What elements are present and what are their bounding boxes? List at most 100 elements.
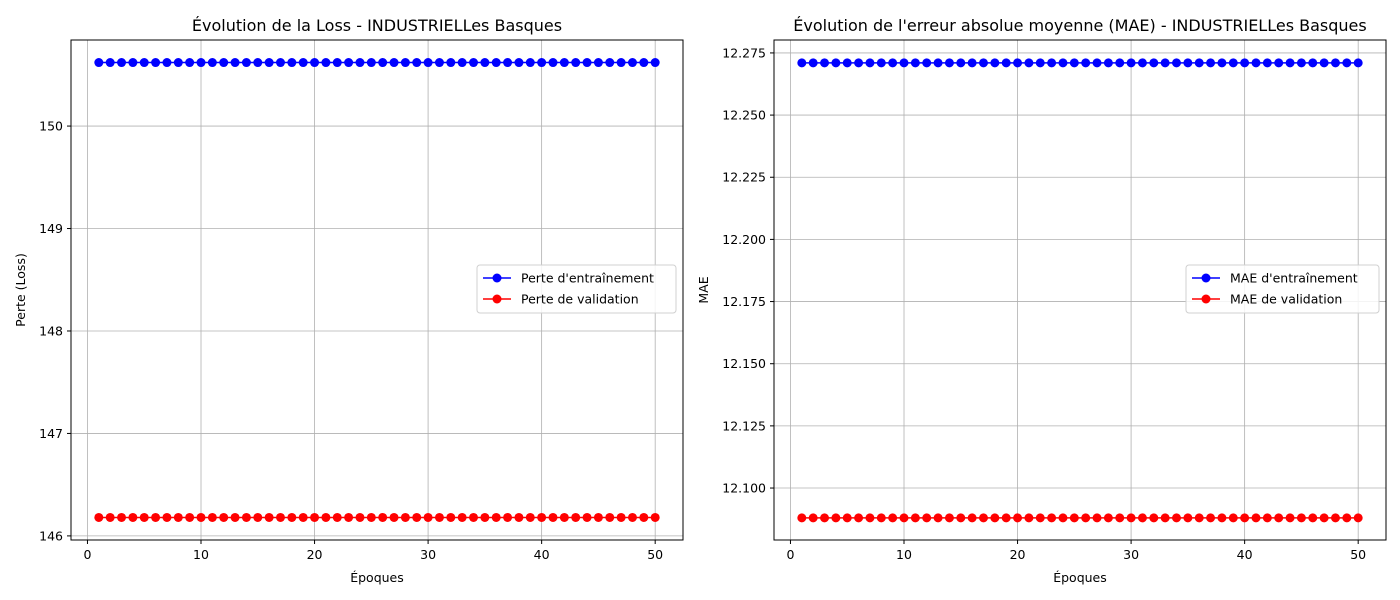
mae-series-1-point [820, 513, 830, 523]
loss-x-tick-label: 20 [307, 547, 323, 562]
mae-series-1-point [1024, 513, 1034, 523]
loss-y-tick-label: 147 [39, 426, 63, 441]
mae-series-0-point [1183, 58, 1193, 68]
mae-series-0-point [1092, 58, 1102, 68]
mae-y-tick-label: 12.275 [722, 45, 766, 60]
mae-series-1-point [1308, 513, 1318, 523]
loss-series-0-point [366, 58, 376, 68]
mae-series-1-point [797, 513, 807, 523]
mae-legend: MAE d'entraînement MAE de validation [1185, 264, 1380, 314]
mae-series-0-point [1262, 58, 1272, 68]
loss-series-1-point [548, 512, 558, 522]
mae-series-0-point [831, 58, 841, 68]
loss-series-0-point [128, 58, 138, 68]
mae-series-0-point [990, 58, 1000, 68]
loss-y-tick-label: 150 [39, 119, 63, 134]
mae-series-1-point [1217, 513, 1227, 523]
loss-series-0-point [469, 58, 479, 68]
mae-series-0-point [1206, 58, 1216, 68]
mae-series-1-point [1115, 513, 1125, 523]
mae-series-0-point [1001, 58, 1011, 68]
loss-series-1-point [400, 512, 410, 522]
mae-series-1-point [1160, 513, 1170, 523]
mae-series-0-point [910, 58, 920, 68]
loss-series-1-point [321, 512, 331, 522]
mae-legend-marker-0 [1201, 273, 1211, 283]
mae-series-1-point [854, 513, 864, 523]
loss-series-0-point [105, 58, 115, 68]
loss-y-tick-label: 149 [39, 221, 63, 236]
mae-series-1-point [990, 513, 1000, 523]
loss-series-0-point [571, 58, 581, 68]
loss-series-1-point [298, 512, 308, 522]
mae-chart: 0 10 20 30 40 50 12.100 12.125 12.150 12.175 12.20… [696, 16, 1387, 585]
mae-series-0-point [808, 58, 818, 68]
mae-y-axis-label: MAE [696, 276, 711, 303]
mae-series-1-point [842, 513, 852, 523]
mae-series-1-point [1240, 513, 1250, 523]
loss-series-1-point [366, 512, 376, 522]
loss-legend-label-1: Perte de validation [521, 292, 639, 307]
loss-series-1-point [469, 512, 479, 522]
mae-series-0-point [933, 58, 943, 68]
mae-series-0-point [1149, 58, 1159, 68]
loss-series-1-point [207, 512, 217, 522]
mae-series-1-point [808, 513, 818, 523]
loss-axes-frame [70, 39, 684, 541]
loss-series-0-point [344, 58, 354, 68]
loss-x-tick-label: 40 [534, 547, 550, 562]
loss-series-1-point [639, 512, 649, 522]
loss-series-1-point [537, 512, 547, 522]
mae-series-0-point [1103, 58, 1113, 68]
loss-series-0-point [378, 58, 388, 68]
mae-series-0-point [922, 58, 932, 68]
mae-y-tick-label: 12.200 [722, 232, 766, 247]
loss-series-1-point [503, 512, 513, 522]
mae-series-1-point [944, 513, 954, 523]
loss-series-1-point [219, 512, 229, 522]
mae-series-1-point [888, 513, 898, 523]
mae-series-1-point [1194, 513, 1204, 523]
mae-series-0-point [1115, 58, 1125, 68]
loss-series-1-point [287, 512, 297, 522]
loss-x-axis-label: Époques [350, 570, 404, 585]
mae-series-0-point [1274, 58, 1284, 68]
mae-series-1-point [1058, 513, 1068, 523]
mae-series-0-point [1069, 58, 1079, 68]
mae-series-0-point [944, 58, 954, 68]
loss-series-1-point [412, 512, 422, 522]
loss-series-1-point [378, 512, 388, 522]
loss-x-tick-label: 10 [193, 547, 209, 562]
loss-series-0-point [525, 58, 535, 68]
loss-series-0-point [650, 58, 660, 68]
mae-series-1-point [1126, 513, 1136, 523]
loss-series-1-point [491, 512, 501, 522]
mae-series-1-point [1069, 513, 1079, 523]
loss-series-0-point [616, 58, 626, 68]
loss-series-0-point [196, 58, 206, 68]
loss-series-1-point [605, 512, 615, 522]
loss-series-0-point [332, 58, 342, 68]
loss-legend-box [476, 264, 677, 314]
mae-series-0-point [1058, 58, 1068, 68]
mae-series-0-point [1172, 58, 1182, 68]
mae-series-0-point [967, 58, 977, 68]
mae-series-0-point [1342, 58, 1352, 68]
loss-series-0-point [639, 58, 649, 68]
loss-legend-marker-0 [492, 273, 502, 283]
loss-series-0-point [514, 58, 524, 68]
mae-x-tick-label: 20 [1010, 547, 1026, 562]
mae-series-1-point [1001, 513, 1011, 523]
mae-axes-frame [773, 39, 1387, 541]
loss-series-1-point [230, 512, 240, 522]
loss-chart: 0 10 20 30 40 50 146 147 148 149 150 Évolution de l… [13, 16, 684, 585]
mae-legend-label-0: MAE d'entraînement [1230, 271, 1358, 286]
mae-series-1-point [1274, 513, 1284, 523]
loss-series-0-point [139, 58, 149, 68]
mae-series-0-point [899, 58, 909, 68]
loss-series-1-point [173, 512, 183, 522]
loss-series-0-point [605, 58, 615, 68]
loss-series-0-point [548, 58, 558, 68]
loss-series-0-point [287, 58, 297, 68]
